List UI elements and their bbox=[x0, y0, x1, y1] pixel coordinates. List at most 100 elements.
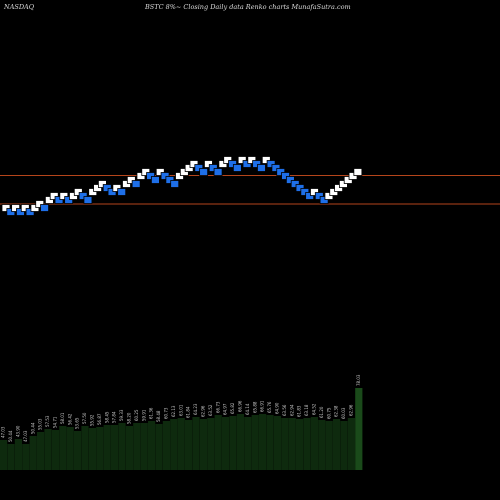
renko-brick-down bbox=[257, 164, 266, 172]
volume-bars bbox=[0, 388, 363, 470]
renko-brick-up bbox=[141, 168, 151, 176]
volume-bar bbox=[155, 424, 163, 470]
renko-brick-down bbox=[281, 172, 290, 180]
volume-label: 65.76 bbox=[267, 401, 272, 413]
renko-brick-up bbox=[112, 184, 122, 192]
volume-bar bbox=[170, 419, 178, 470]
volume-label: 64.14 bbox=[245, 403, 250, 415]
renko-brick-up bbox=[93, 184, 102, 192]
volume-bar bbox=[310, 417, 318, 470]
volume-label: 65.88 bbox=[252, 401, 257, 413]
renko-brick-down bbox=[199, 168, 209, 176]
volume-bar bbox=[199, 419, 207, 470]
volume-bar bbox=[162, 421, 170, 470]
renko-brick-down bbox=[160, 172, 170, 180]
volume-label: 50.44 bbox=[30, 422, 35, 434]
volume-label: 62.96 bbox=[349, 404, 354, 416]
volume-bar bbox=[88, 428, 96, 470]
volume-bar bbox=[59, 426, 67, 470]
renko-brick-down bbox=[252, 160, 262, 168]
renko-brick-up bbox=[218, 160, 228, 168]
volume-bar bbox=[0, 440, 8, 470]
volume-bar bbox=[318, 420, 326, 470]
volume-label: 61.20 bbox=[319, 406, 324, 418]
volume-label: 60.73 bbox=[164, 407, 169, 419]
volume-label: 63.52 bbox=[208, 404, 213, 416]
renko-brick-up bbox=[189, 160, 199, 168]
volume-bar bbox=[288, 418, 296, 470]
renko-brick-down bbox=[314, 192, 324, 200]
renko-brick-down bbox=[78, 192, 88, 200]
renko-brick-down bbox=[295, 184, 305, 192]
volume-label: 56.42 bbox=[67, 413, 72, 425]
renko-brick-up bbox=[223, 156, 233, 164]
volume-bar bbox=[140, 423, 148, 470]
volume-label: 62.94 bbox=[289, 404, 294, 416]
volume-bar bbox=[192, 417, 200, 470]
renko-brick-down bbox=[208, 164, 218, 172]
volume-label: 47.03 bbox=[1, 426, 6, 438]
volume-bar bbox=[177, 418, 185, 470]
volume-label: 66.96 bbox=[238, 400, 243, 412]
volume-bar bbox=[74, 431, 82, 470]
volume-label: 65.82 bbox=[230, 402, 235, 414]
renko-brick-down bbox=[64, 196, 74, 204]
volume-bar bbox=[266, 415, 274, 470]
renko-brick-up bbox=[88, 188, 98, 196]
renko-brick-down bbox=[16, 208, 25, 216]
volume-label: 47.03 bbox=[23, 430, 28, 442]
volume-bar bbox=[303, 418, 311, 470]
renko-brick-up bbox=[136, 172, 146, 180]
volume-label: 62.38 bbox=[334, 405, 339, 417]
renko-brick-down bbox=[83, 196, 93, 204]
volume-label: 64.90 bbox=[275, 402, 280, 414]
renko-brick-up bbox=[11, 204, 21, 212]
renko-brick-up bbox=[59, 192, 69, 200]
exchange-label: NASDAQ bbox=[4, 3, 35, 11]
volume-bar bbox=[51, 430, 59, 470]
renko-brick-up bbox=[343, 176, 353, 184]
renko-brick-up bbox=[184, 164, 194, 172]
renko-brick-down bbox=[319, 196, 329, 204]
volume-bar bbox=[251, 415, 259, 470]
renko-brick-up bbox=[324, 192, 334, 200]
volume-bar bbox=[259, 414, 267, 470]
volume-bar bbox=[22, 444, 30, 470]
renko-brick-down bbox=[25, 208, 35, 216]
volume-label: 63.56 bbox=[282, 404, 287, 416]
volume-label: 62.13 bbox=[171, 405, 176, 417]
renko-brick-down bbox=[305, 192, 315, 200]
volume-label: 55.03 bbox=[38, 418, 43, 430]
renko-brick-up bbox=[49, 192, 59, 200]
volume-label: 57.53 bbox=[45, 415, 50, 427]
volume-label: 60.25 bbox=[134, 409, 139, 421]
volume-label: 57.50 bbox=[82, 412, 87, 424]
renko-brick-up bbox=[310, 188, 319, 196]
volume-label: 54.71 bbox=[53, 416, 58, 428]
renko-brick-up bbox=[122, 180, 131, 188]
renko-brick-down bbox=[213, 168, 223, 176]
volume-label: 58.01 bbox=[60, 412, 65, 424]
volume-bar bbox=[207, 418, 215, 470]
volume-label: 58.45 bbox=[104, 411, 109, 423]
renko-brick-up bbox=[338, 180, 348, 188]
volume-bar bbox=[7, 444, 15, 470]
volume-bar bbox=[96, 427, 104, 470]
volume-bar bbox=[281, 418, 289, 470]
volume-bar bbox=[125, 426, 133, 470]
renko-brick-down bbox=[232, 164, 242, 172]
volume-bar bbox=[118, 423, 126, 470]
volume-bar bbox=[148, 421, 156, 470]
chart-description: BSTC 8%~ Closing Daily data Renko charts… bbox=[145, 3, 351, 11]
volume-label: 58.48 bbox=[156, 410, 161, 422]
renko-brick-down bbox=[194, 164, 204, 172]
volume-label: 57.84 bbox=[112, 411, 117, 423]
volume-label: 58.20 bbox=[127, 412, 132, 424]
volume-bar bbox=[273, 416, 281, 470]
renko-brick-down bbox=[290, 180, 300, 188]
volume-label: 59.91 bbox=[141, 409, 146, 421]
renko-brick-down bbox=[228, 160, 237, 168]
renko-brick-up bbox=[247, 156, 257, 164]
volume-bar bbox=[333, 419, 341, 470]
